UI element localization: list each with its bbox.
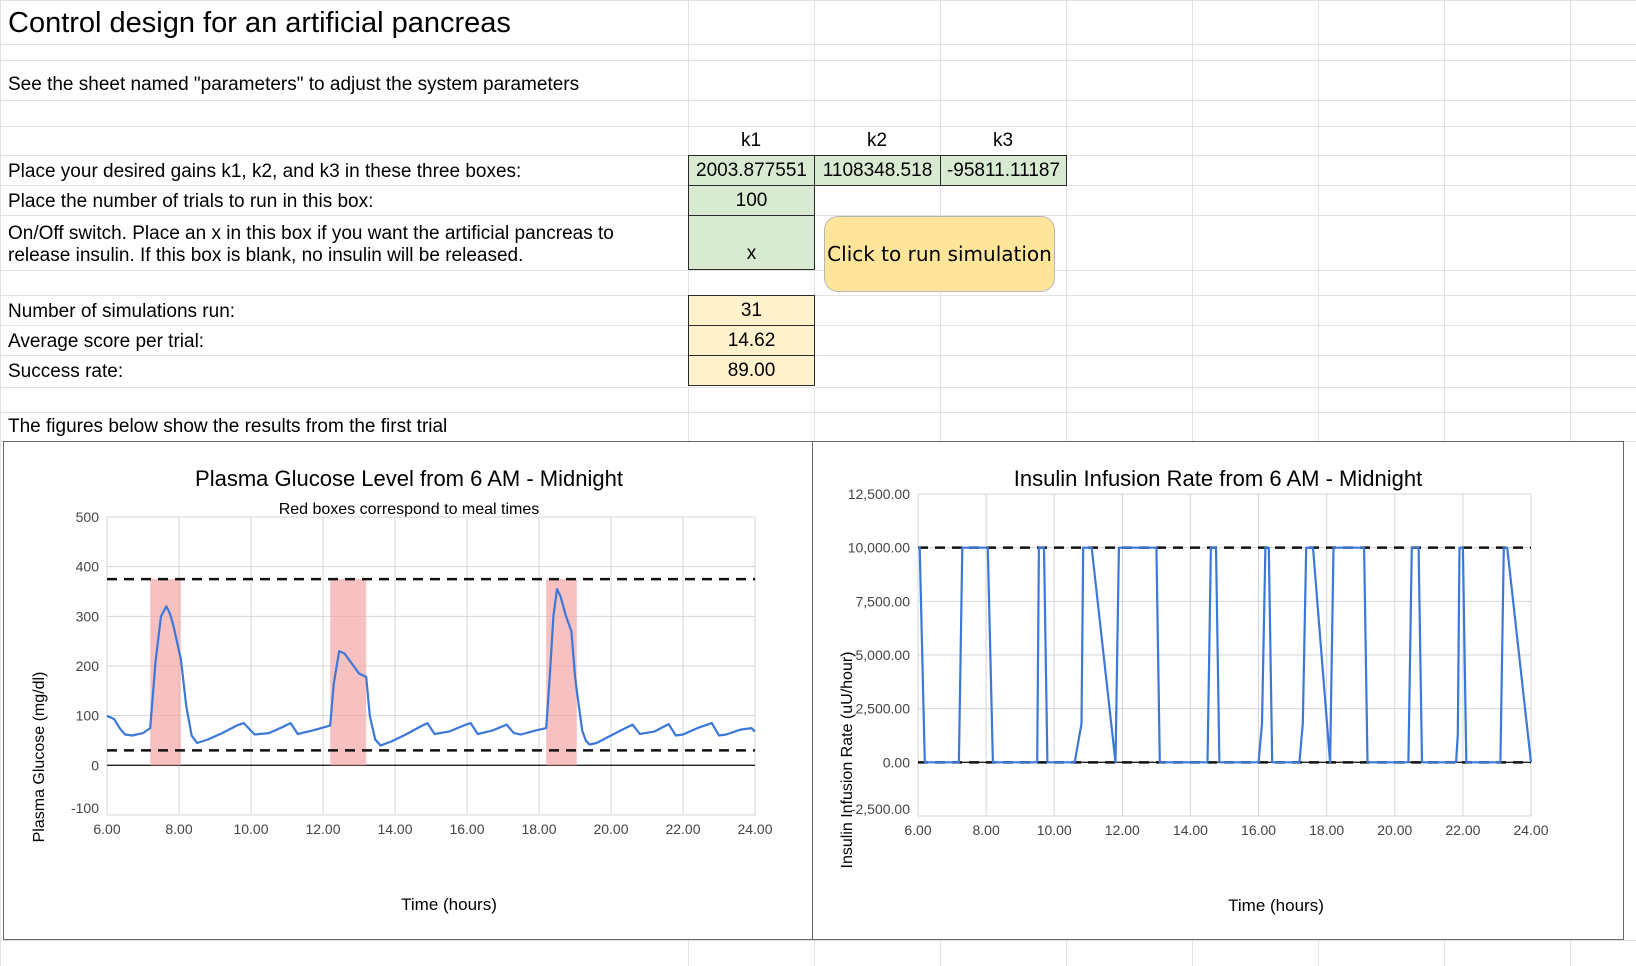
k1-input-cell[interactable]: 2003.877551 bbox=[688, 155, 815, 186]
glucose-chart-x-tick-label: 18.00 bbox=[521, 821, 556, 837]
insulin-chart-y-tick-label: 0.00 bbox=[883, 754, 910, 770]
insulin-chart-y-tick-label: 7,500.00 bbox=[856, 593, 911, 609]
insulin-chart-x-tick-label: 16.00 bbox=[1241, 822, 1276, 838]
glucose-chart[interactable]: Plasma Glucose Level from 6 AM - Midnigh… bbox=[3, 441, 813, 940]
insulin-chart-y-tick-label: 5,000.00 bbox=[856, 647, 911, 663]
glucose-chart-y-tick-label: 300 bbox=[76, 608, 100, 624]
success-rate-label: Success rate: bbox=[8, 361, 124, 382]
glucose-chart-meal-box bbox=[546, 579, 577, 766]
gains-label: Place your desired gains k1, k2, and k3 … bbox=[8, 161, 522, 182]
insulin-chart-x-tick-label: 14.00 bbox=[1173, 822, 1208, 838]
average-score-label: Average score per trial: bbox=[8, 331, 205, 352]
insulin-chart-x-tick-label: 6.00 bbox=[904, 822, 931, 838]
insulin-chart-y-tick-label: 12,500.00 bbox=[848, 486, 910, 502]
trials-input-cell[interactable]: 100 bbox=[688, 185, 815, 216]
insulin-chart-y-tick-label: 2,500.00 bbox=[856, 701, 911, 717]
insulin-chart-y-tick-label: 10,000.00 bbox=[848, 540, 910, 556]
glucose-chart-x-tick-label: 16.00 bbox=[449, 821, 484, 837]
insulin-chart-x-tick-label: 22.00 bbox=[1445, 822, 1480, 838]
run-simulation-button[interactable]: Click to run simulation bbox=[824, 216, 1055, 292]
insulin-chart-x-tick-label: 24.00 bbox=[1513, 822, 1548, 838]
glucose-chart-x-tick-label: 10.00 bbox=[233, 821, 268, 837]
switch-input-cell[interactable]: x bbox=[688, 215, 815, 270]
insulin-chart-title: Insulin Infusion Rate from 6 AM - Midnig… bbox=[1014, 466, 1422, 491]
glucose-chart-title: Plasma Glucose Level from 6 AM - Midnigh… bbox=[195, 466, 623, 491]
glucose-chart-y-tick-label: 500 bbox=[76, 509, 100, 525]
insulin-chart-x-tick-label: 18.00 bbox=[1309, 822, 1344, 838]
glucose-chart-y-tick-label: 400 bbox=[76, 559, 100, 575]
insulin-chart-x-tick-label: 20.00 bbox=[1377, 822, 1412, 838]
glucose-chart-y-tick-label: -100 bbox=[71, 800, 99, 816]
glucose-chart-x-tick-label: 12.00 bbox=[305, 821, 340, 837]
glucose-chart-svg: Plasma Glucose Level from 6 AM - Midnigh… bbox=[31, 466, 773, 914]
insulin-chart[interactable]: Insulin Infusion Rate from 6 AM - Midnig… bbox=[812, 441, 1624, 940]
glucose-chart-x-tick-label: 24.00 bbox=[737, 821, 772, 837]
sheet-title: Control design for an artificial pancrea… bbox=[8, 7, 511, 39]
glucose-chart-ylabel: Plasma Glucose (mg/dl) bbox=[31, 672, 48, 843]
glucose-chart-y-tick-label: 100 bbox=[76, 708, 100, 724]
simulations-run-label: Number of simulations run: bbox=[8, 301, 236, 322]
parameters-note: See the sheet named "parameters" to adju… bbox=[8, 74, 580, 95]
insulin-chart-ylabel: Insulin Infusion Rate (uU/hour) bbox=[839, 652, 856, 869]
trials-label: Place the number of trials to run in thi… bbox=[8, 191, 374, 212]
glucose-chart-x-tick-label: 8.00 bbox=[165, 821, 192, 837]
insulin-chart-x-tick-label: 8.00 bbox=[972, 822, 999, 838]
success-rate-value: 89.00 bbox=[688, 355, 815, 386]
glucose-chart-x-tick-label: 22.00 bbox=[665, 821, 700, 837]
insulin-chart-x-tick-label: 12.00 bbox=[1105, 822, 1140, 838]
k3-header: k3 bbox=[992, 130, 1014, 151]
insulin-chart-svg: Insulin Infusion Rate from 6 AM - Midnig… bbox=[839, 466, 1549, 915]
insulin-chart-xlabel: Time (hours) bbox=[1228, 896, 1324, 915]
k1-header: k1 bbox=[740, 130, 762, 151]
switch-label-line1: On/Off switch. Place an x in this box if… bbox=[8, 223, 614, 244]
average-score-value: 14.62 bbox=[688, 325, 815, 356]
glucose-chart-x-tick-label: 14.00 bbox=[377, 821, 412, 837]
simulations-run-value: 31 bbox=[688, 295, 815, 326]
glucose-chart-subtitle: Red boxes correspond to meal times bbox=[279, 501, 540, 518]
k2-header: k2 bbox=[866, 130, 888, 151]
glucose-chart-x-tick-label: 6.00 bbox=[93, 821, 120, 837]
switch-value: x bbox=[746, 243, 757, 264]
glucose-chart-x-tick-label: 20.00 bbox=[593, 821, 628, 837]
insulin-chart-series-line bbox=[918, 546, 1533, 764]
glucose-chart-series-line bbox=[106, 587, 756, 747]
k2-input-cell[interactable]: 1108348.518 bbox=[814, 155, 941, 186]
glucose-chart-xlabel: Time (hours) bbox=[401, 895, 497, 914]
glucose-chart-y-tick-label: 200 bbox=[76, 658, 100, 674]
figures-label: The figures below show the results from … bbox=[8, 416, 448, 437]
glucose-chart-y-tick-label: 0 bbox=[91, 757, 99, 773]
switch-label-line2: release insulin. If this box is blank, n… bbox=[8, 245, 524, 266]
k3-input-cell[interactable]: -95811.11187 bbox=[940, 155, 1067, 186]
insulin-chart-y-tick-label: -2,500.00 bbox=[851, 801, 910, 817]
insulin-chart-x-tick-label: 10.00 bbox=[1037, 822, 1072, 838]
